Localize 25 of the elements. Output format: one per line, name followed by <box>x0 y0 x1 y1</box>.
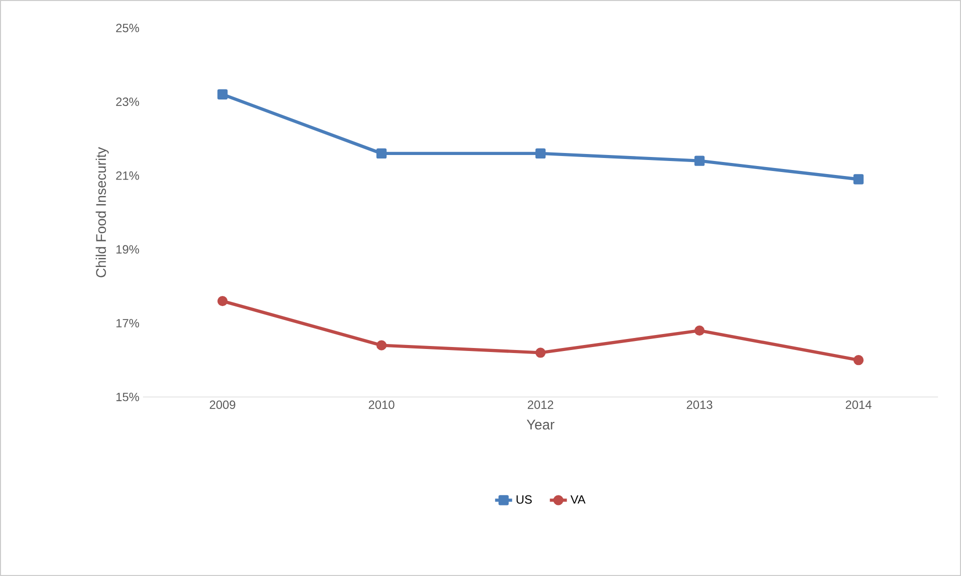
point <box>853 174 864 184</box>
point <box>853 354 864 366</box>
point <box>376 148 387 159</box>
legend-label: US <box>516 495 532 504</box>
y-tick-label: 17% <box>116 319 140 328</box>
x-tick-label: 2014 <box>846 400 872 409</box>
point <box>217 89 228 100</box>
y-tick-label: 21% <box>116 171 140 180</box>
y-tick-label: 15% <box>116 392 140 402</box>
x-tick-label: 2013 <box>686 400 712 409</box>
x-tick-label: 2010 <box>368 400 394 409</box>
y-axis-title: Child Food Insecurity <box>96 147 109 278</box>
x-axis-title: Year <box>526 420 554 430</box>
legend-label: VA <box>570 495 586 504</box>
point <box>535 348 546 358</box>
x-tick-label: 2009 <box>210 400 236 409</box>
x-tick-label: 2012 <box>528 400 554 409</box>
y-tick-label: 23% <box>116 98 140 106</box>
point <box>694 156 705 166</box>
y-tick-label: 25% <box>116 24 140 32</box>
point <box>694 325 705 336</box>
y-tick-label: 19% <box>116 245 140 254</box>
point <box>535 148 546 159</box>
point <box>217 296 228 306</box>
point <box>376 340 387 350</box>
